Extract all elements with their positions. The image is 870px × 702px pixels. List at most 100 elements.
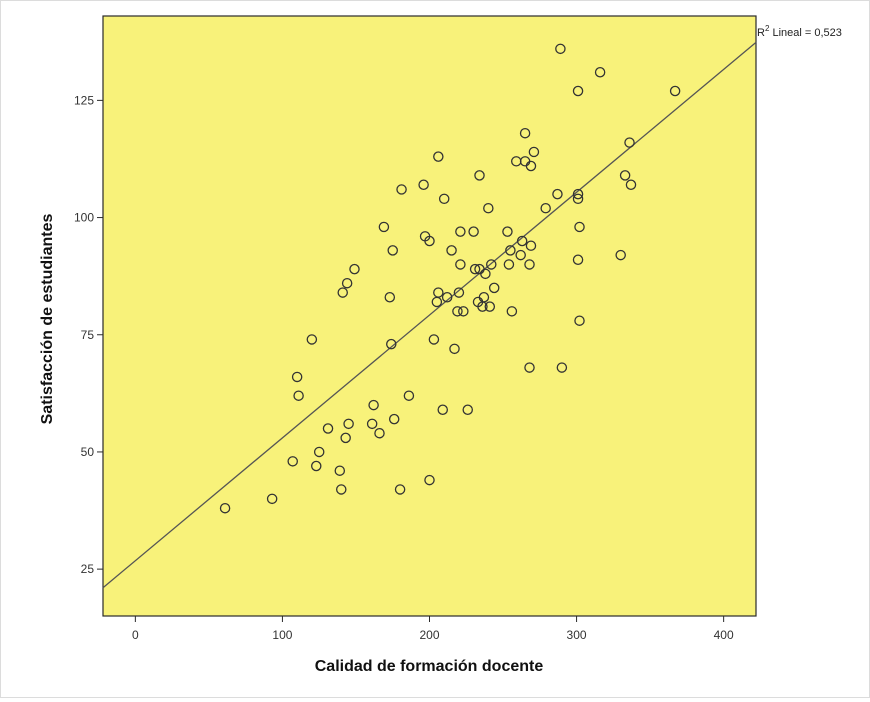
data-point <box>337 287 348 298</box>
y-tick-label: 100 <box>74 211 94 225</box>
data-point <box>594 67 606 78</box>
r-squared-annotation: R2 Lineal = 0,523 <box>757 24 842 39</box>
data-point <box>524 259 535 270</box>
y-axis: 25 50 75 100 125 <box>74 93 103 576</box>
data-point <box>438 193 450 205</box>
data-point <box>468 226 479 237</box>
data-point <box>418 179 429 190</box>
data-point <box>624 137 635 148</box>
data-point <box>455 226 466 237</box>
data-point <box>437 404 448 415</box>
data-point <box>424 235 435 247</box>
data-point <box>572 188 584 200</box>
data-point <box>556 362 568 373</box>
data-point <box>516 235 528 247</box>
data-point <box>266 493 278 505</box>
x-tick-label: 0 <box>132 628 139 642</box>
data-point <box>452 306 463 317</box>
data-point <box>349 263 360 275</box>
data-point <box>469 263 481 275</box>
data-point <box>311 460 322 472</box>
data-point <box>525 240 537 251</box>
y-tick-label: 125 <box>74 93 94 107</box>
data-point <box>340 432 351 444</box>
data-point <box>458 306 469 317</box>
data-point <box>343 418 354 430</box>
x-tick-label: 400 <box>714 628 734 642</box>
data-point <box>524 362 535 373</box>
data-point <box>555 43 566 55</box>
plot-area <box>102 15 757 617</box>
data-point <box>478 291 490 303</box>
data-point <box>403 390 415 401</box>
y-axis-title: Satisfacción de estudiantes <box>39 214 56 425</box>
data-point <box>506 306 518 317</box>
data-point <box>336 484 347 495</box>
data-point <box>486 259 497 270</box>
data-point <box>449 343 460 355</box>
points-layer <box>219 43 681 514</box>
x-tick-label: 100 <box>272 628 292 642</box>
data-point <box>552 188 563 200</box>
data-point <box>394 484 406 495</box>
data-point <box>528 146 540 158</box>
data-point <box>540 202 551 214</box>
data-point <box>386 338 397 350</box>
data-point <box>368 399 379 411</box>
data-point <box>334 465 346 476</box>
x-axis: 0 100 200 300 400 <box>132 616 734 642</box>
data-point <box>387 245 398 256</box>
data-point <box>505 245 516 256</box>
data-point <box>572 193 584 205</box>
data-point <box>515 249 526 261</box>
data-point <box>219 502 231 514</box>
data-point <box>291 371 303 383</box>
fit-line <box>102 41 757 589</box>
data-point <box>428 334 440 345</box>
data-point <box>519 127 531 139</box>
fit-line-layer <box>102 41 757 589</box>
data-point <box>396 184 407 195</box>
data-point <box>572 254 584 265</box>
data-point <box>503 259 515 270</box>
data-point <box>388 413 400 425</box>
data-point <box>669 85 681 97</box>
data-point <box>480 268 491 280</box>
data-point <box>453 287 465 298</box>
data-point <box>287 456 298 467</box>
data-point <box>306 334 318 345</box>
y-tick-label: 75 <box>81 328 95 342</box>
data-point <box>341 277 353 289</box>
data-point <box>625 179 637 190</box>
x-tick-label: 300 <box>567 628 587 642</box>
data-point <box>322 423 334 434</box>
data-point <box>574 315 585 326</box>
data-point <box>446 245 457 256</box>
data-point <box>574 221 585 233</box>
data-point <box>433 287 444 298</box>
data-point <box>378 221 390 233</box>
y-tick-label: 50 <box>81 445 95 459</box>
data-point <box>455 259 466 270</box>
x-tick-label: 200 <box>419 628 439 642</box>
data-point <box>384 291 396 303</box>
data-point <box>462 404 473 415</box>
data-point <box>484 301 496 312</box>
data-point <box>374 427 385 439</box>
data-point <box>483 202 494 214</box>
data-point <box>488 282 500 294</box>
data-point <box>366 418 378 430</box>
data-point <box>525 160 537 172</box>
data-point <box>433 151 444 162</box>
data-point <box>474 170 485 181</box>
data-point <box>424 474 435 486</box>
data-point <box>313 446 325 458</box>
data-point <box>615 249 626 261</box>
data-point <box>572 85 584 97</box>
data-point <box>502 226 513 237</box>
data-point <box>293 390 304 401</box>
y-tick-label: 25 <box>81 562 95 576</box>
data-point <box>441 291 453 303</box>
